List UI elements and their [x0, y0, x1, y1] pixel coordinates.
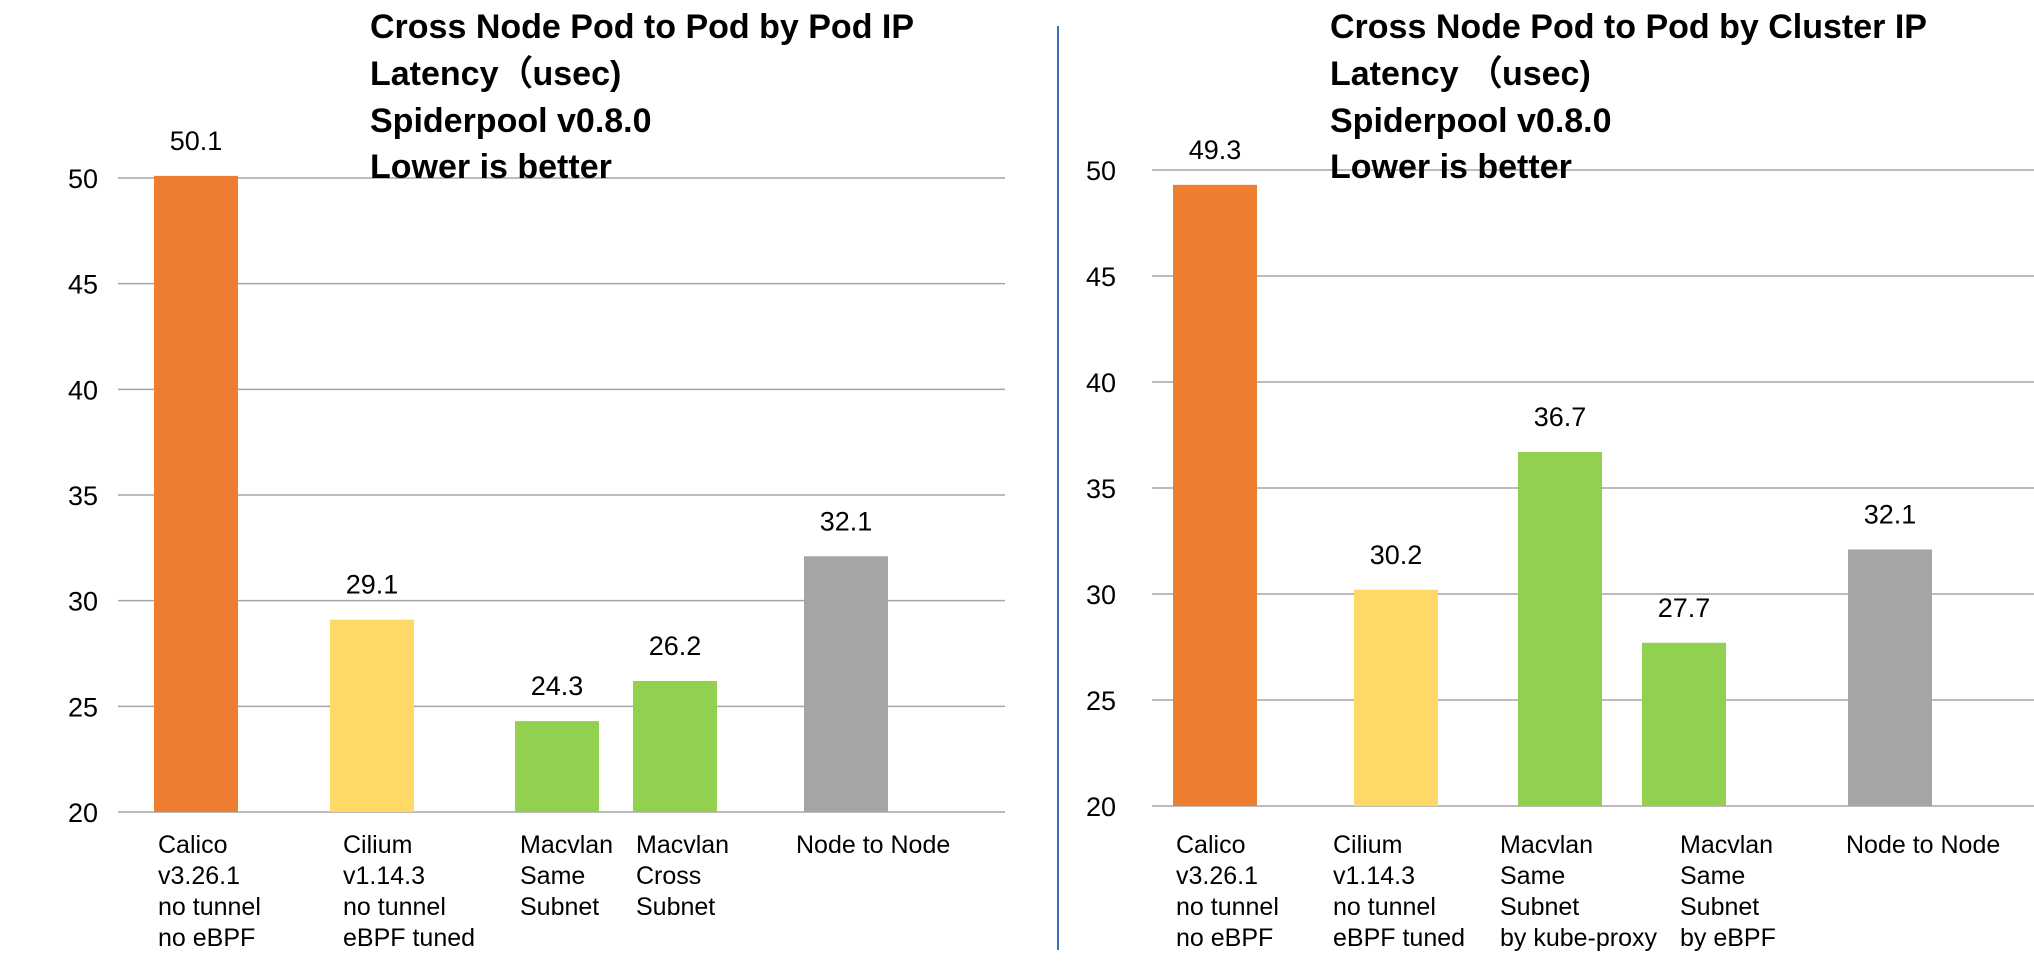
x-tick-label: Macvlan — [1680, 831, 1773, 859]
chart-divider — [1057, 26, 1059, 950]
x-tick-label: Calico — [158, 831, 227, 859]
data-label: 32.1 — [1864, 499, 1917, 529]
y-tick-label: 20 — [68, 798, 98, 828]
y-tick-label: 45 — [68, 270, 98, 300]
data-label: 29.1 — [346, 570, 399, 600]
x-tick-label: no tunnel — [1333, 893, 1436, 921]
x-tick-label: Macvlan — [1500, 831, 1593, 859]
x-tick-label: Same — [1680, 862, 1745, 890]
bar — [154, 175, 238, 813]
x-tick-label: Subnet — [1500, 893, 1579, 921]
x-tick-label: Node to Node — [1846, 831, 2000, 859]
chart-title-line: Lower is better — [370, 148, 612, 186]
data-label: 30.2 — [1370, 540, 1423, 570]
chart-title-line: Lower is better — [1330, 148, 1572, 186]
y-tick-label: 35 — [68, 481, 98, 511]
bar — [330, 619, 414, 812]
x-tick-label: Subnet — [636, 893, 715, 921]
y-tick-label: 30 — [1086, 580, 1116, 610]
data-label: 24.3 — [531, 671, 584, 701]
x-tick-label: Subnet — [1680, 893, 1759, 921]
y-tick-label: 25 — [68, 692, 98, 722]
x-tick-label: v1.14.3 — [1333, 862, 1415, 890]
y-tick-label: 50 — [68, 164, 98, 194]
x-tick-label: Subnet — [520, 893, 599, 921]
chart-title-line: Latency（usec) — [370, 54, 621, 93]
y-tick-label: 30 — [68, 587, 98, 617]
cluster-ip-latency-chart: 20 25 30 35 40 45 50 49.3 Calico v3.26.1 no tunnel… — [1086, 8, 2034, 952]
bar — [1173, 184, 1257, 807]
chart-title-line: Spiderpool v0.8.0 — [370, 102, 652, 140]
x-tick-label: no tunnel — [158, 893, 261, 921]
x-tick-label: Same — [520, 862, 585, 890]
data-label: 27.7 — [1658, 593, 1711, 623]
data-label: 32.1 — [820, 506, 873, 536]
chart-title-line: Cross Node Pod to Pod by Cluster IP — [1330, 8, 1927, 46]
bar — [1642, 642, 1726, 806]
x-tick-label: v1.14.3 — [343, 862, 425, 890]
y-tick-label: 40 — [1086, 368, 1116, 398]
x-tick-label: Calico — [1176, 831, 1245, 859]
x-tick-label: no tunnel — [1176, 893, 1279, 921]
data-label: 26.2 — [649, 631, 702, 661]
y-tick-label: 50 — [1086, 156, 1116, 186]
x-tick-label: eBPF tuned — [1333, 924, 1465, 952]
x-tick-label: v3.26.1 — [1176, 862, 1258, 890]
x-tick-label: Cilium — [1333, 831, 1402, 859]
data-label: 50.1 — [170, 126, 223, 156]
chart-title-line: Spiderpool v0.8.0 — [1330, 102, 1612, 140]
bar — [1518, 451, 1602, 806]
y-tick-label: 20 — [1086, 792, 1116, 822]
x-tick-label: Cilium — [343, 831, 412, 859]
x-tick-label: no tunnel — [343, 893, 446, 921]
x-tick-label: Macvlan — [636, 831, 729, 859]
data-label: 49.3 — [1189, 135, 1242, 165]
bar — [804, 556, 888, 812]
x-tick-label: v3.26.1 — [158, 862, 240, 890]
x-tick-label: Node to Node — [796, 831, 950, 859]
data-label: 36.7 — [1534, 402, 1587, 432]
bar — [1848, 549, 1932, 806]
x-tick-label: Same — [1500, 862, 1565, 890]
y-tick-label: 25 — [1086, 686, 1116, 716]
y-tick-label: 35 — [1086, 474, 1116, 504]
x-tick-label: no eBPF — [1176, 924, 1273, 952]
x-tick-label: no eBPF — [158, 924, 255, 952]
bar — [515, 721, 599, 812]
x-tick-label: Macvlan — [520, 831, 613, 859]
pod-ip-latency-chart: 20 25 30 35 40 45 50 50.1 Calico v3.26.1 no tunnel… — [68, 8, 1005, 952]
x-tick-label: Cross — [636, 862, 701, 890]
x-tick-label: by eBPF — [1680, 924, 1776, 952]
chart-title-line: Cross Node Pod to Pod by Pod IP — [370, 8, 914, 46]
x-tick-label: eBPF tuned — [343, 924, 475, 952]
bar — [1354, 589, 1438, 806]
y-tick-label: 45 — [1086, 262, 1116, 292]
bar — [633, 680, 717, 812]
y-tick-label: 40 — [68, 375, 98, 405]
chart-title-line: Latency （usec) — [1330, 54, 1591, 93]
x-tick-label: by kube-proxy — [1500, 924, 1658, 952]
